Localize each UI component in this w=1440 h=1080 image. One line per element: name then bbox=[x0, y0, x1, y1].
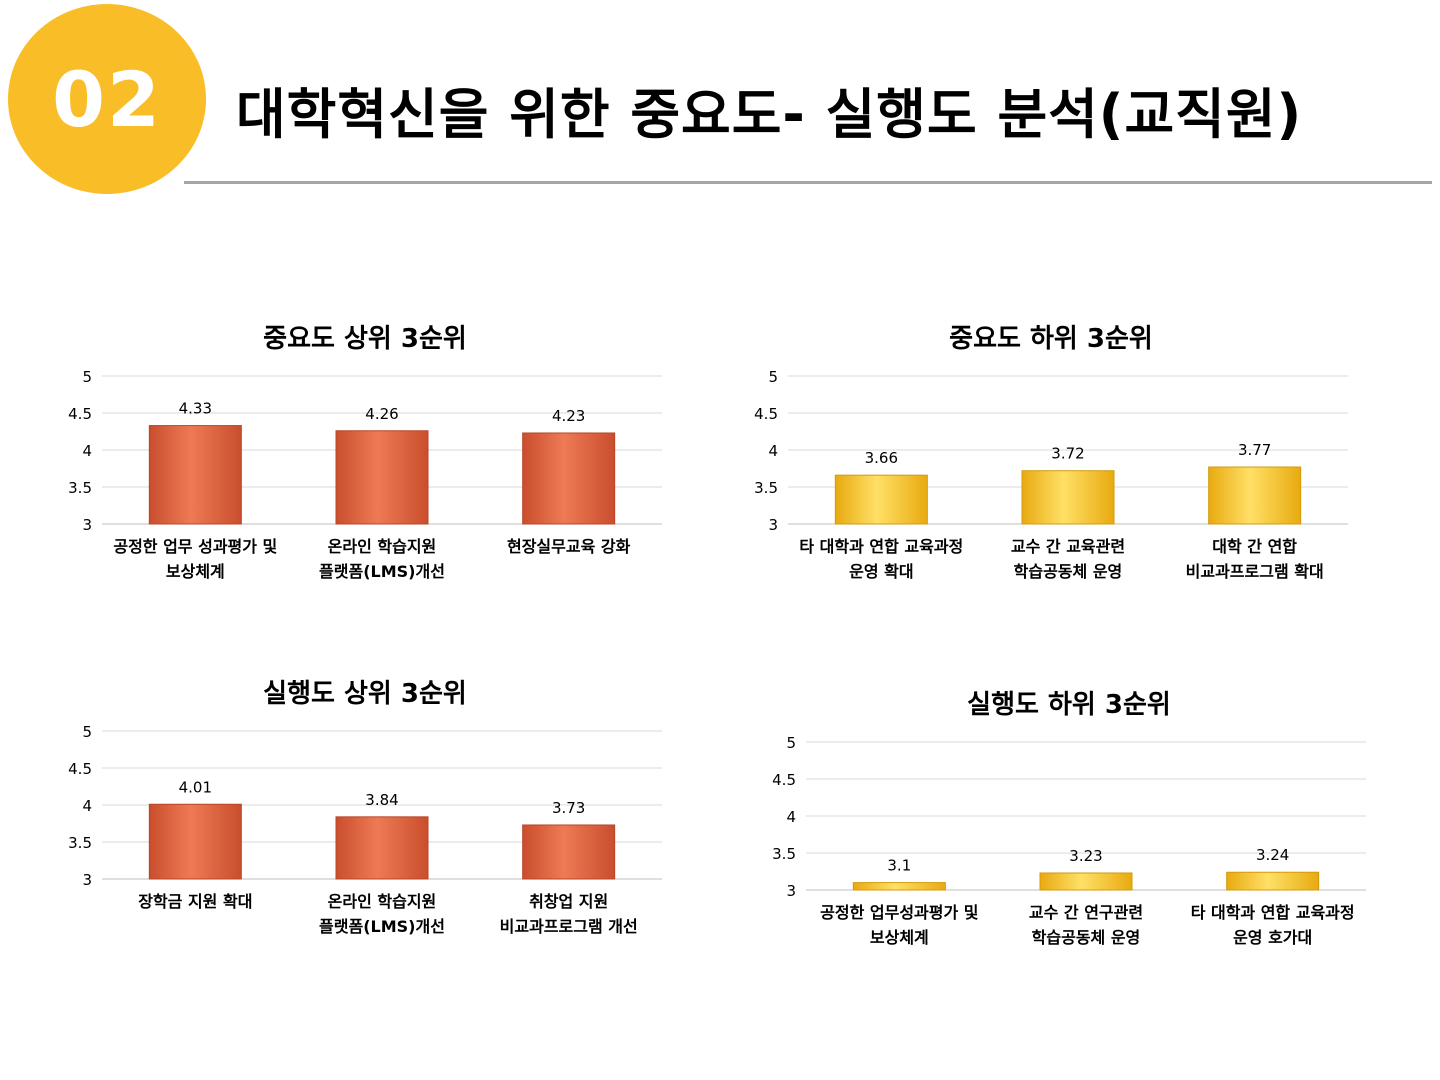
title-divider bbox=[184, 181, 1432, 184]
chart-plot: 3 3.5 4 4.5 5 4.33 4.26 4.23 bbox=[68, 368, 662, 534]
bar bbox=[335, 430, 429, 525]
x-tick-label: 교수 간 연구관련 학습공동체 운영 bbox=[1028, 903, 1144, 947]
x-tick-label: 타 대학과 연합 교육과정 운영 호가대 bbox=[1190, 903, 1355, 947]
y-tick-label: 3 bbox=[768, 516, 778, 534]
x-tick-label: 타 대학과 연합 교육과정 운영 확대 bbox=[799, 537, 964, 581]
bar bbox=[1226, 871, 1320, 891]
section-number: 02 bbox=[52, 54, 162, 144]
data-label: 3.66 bbox=[865, 449, 898, 467]
chart-plot: 3 3.5 4 4.5 5 4.01 3.84 3.73 bbox=[68, 723, 662, 889]
x-tick-label: 교수 간 교육관련 학습공동체 운영 bbox=[1010, 537, 1126, 581]
x-tick-label: 대학 간 연합 비교과프로그램 확대 bbox=[1185, 537, 1324, 581]
data-label: 4.01 bbox=[179, 778, 212, 796]
x-tick-label: 공정한 업무성과평가 및 보상체계 bbox=[820, 903, 979, 947]
bar bbox=[148, 803, 242, 880]
chart-title: 중요도 상위 3순위 bbox=[263, 324, 467, 354]
chart-importance-top3: 중요도 상위 3순위 3 3.5 4 4.5 5 4.33 4.26 4.23 공정한 업무 … bbox=[40, 318, 690, 598]
bar bbox=[522, 824, 616, 880]
y-tick-label: 3.5 bbox=[68, 834, 92, 852]
x-tick-label: 공정한 업무 성과평가 및 보상체계 bbox=[113, 537, 278, 581]
y-tick-label: 4.5 bbox=[68, 405, 92, 423]
y-tick-label: 5 bbox=[82, 368, 92, 386]
chart-execution-top3: 실행도 상위 3순위 3 3.5 4 4.5 5 4.01 3.84 3.73 장학금 지원 … bbox=[40, 673, 690, 953]
y-tick-label: 4.5 bbox=[772, 771, 796, 789]
y-tick-label: 4 bbox=[786, 808, 796, 826]
data-label: 3.23 bbox=[1069, 847, 1102, 865]
bar bbox=[1039, 872, 1133, 891]
x-tick-label: 온라인 학습지원 플랫폼(LMS)개선 bbox=[319, 892, 445, 936]
y-tick-label: 5 bbox=[786, 734, 796, 752]
y-tick-label: 4 bbox=[82, 442, 92, 460]
y-tick-label: 4 bbox=[82, 797, 92, 815]
bar bbox=[1021, 470, 1115, 525]
data-label: 3.1 bbox=[887, 857, 911, 875]
y-tick-label: 5 bbox=[82, 723, 92, 741]
y-tick-label: 4 bbox=[768, 442, 778, 460]
chart-plot: 3 3.5 4 4.5 5 3.66 3.72 3.77 bbox=[754, 368, 1348, 534]
data-label: 3.77 bbox=[1238, 441, 1271, 459]
bar bbox=[1208, 466, 1302, 525]
y-tick-label: 3.5 bbox=[68, 479, 92, 497]
data-label: 4.33 bbox=[179, 400, 212, 418]
y-tick-label: 4.5 bbox=[68, 760, 92, 778]
bar bbox=[852, 882, 946, 891]
y-tick-label: 3.5 bbox=[754, 479, 778, 497]
data-label: 3.72 bbox=[1051, 445, 1084, 463]
bar bbox=[522, 432, 616, 525]
chart-title: 중요도 하위 3순위 bbox=[949, 324, 1153, 354]
chart-plot: 3 3.5 4 4.5 5 3.1 3.23 3.24 bbox=[772, 734, 1366, 900]
x-tick-label: 현장실무교육 강화 bbox=[506, 537, 631, 556]
x-tick-label: 취창업 지원 비교과프로그램 개선 bbox=[499, 892, 638, 936]
data-label: 4.23 bbox=[552, 407, 585, 425]
data-label: 3.24 bbox=[1256, 846, 1289, 864]
page-title: 대학혁신을 위한 중요도- 실행도 분석(교직원) bbox=[236, 83, 1303, 146]
x-tick-label: 장학금 지원 확대 bbox=[138, 892, 253, 911]
y-tick-label: 3 bbox=[786, 882, 796, 900]
y-tick-label: 3.5 bbox=[772, 845, 796, 863]
chart-importance-bottom3: 중요도 하위 3순위 3 3.5 4 4.5 5 3.66 3.72 3.77 타 대학과 연… bbox=[726, 318, 1376, 598]
data-label: 4.26 bbox=[365, 405, 398, 423]
chart-title: 실행도 하위 3순위 bbox=[967, 690, 1171, 720]
x-tick-label: 온라인 학습지원 플랫폼(LMS)개선 bbox=[319, 537, 445, 581]
bar bbox=[148, 425, 242, 525]
section-number-badge: 02 bbox=[8, 4, 206, 194]
bar bbox=[335, 816, 429, 880]
y-tick-label: 3 bbox=[82, 871, 92, 889]
y-tick-label: 4.5 bbox=[754, 405, 778, 423]
y-tick-label: 3 bbox=[82, 516, 92, 534]
chart-execution-bottom3: 실행도 하위 3순위 3 3.5 4 4.5 5 3.1 3.23 3.24 공정한 업무성과… bbox=[744, 684, 1394, 964]
bar bbox=[834, 474, 928, 525]
data-label: 3.73 bbox=[552, 799, 585, 817]
chart-title: 실행도 상위 3순위 bbox=[263, 679, 467, 709]
data-label: 3.84 bbox=[365, 791, 398, 809]
y-tick-label: 5 bbox=[768, 368, 778, 386]
